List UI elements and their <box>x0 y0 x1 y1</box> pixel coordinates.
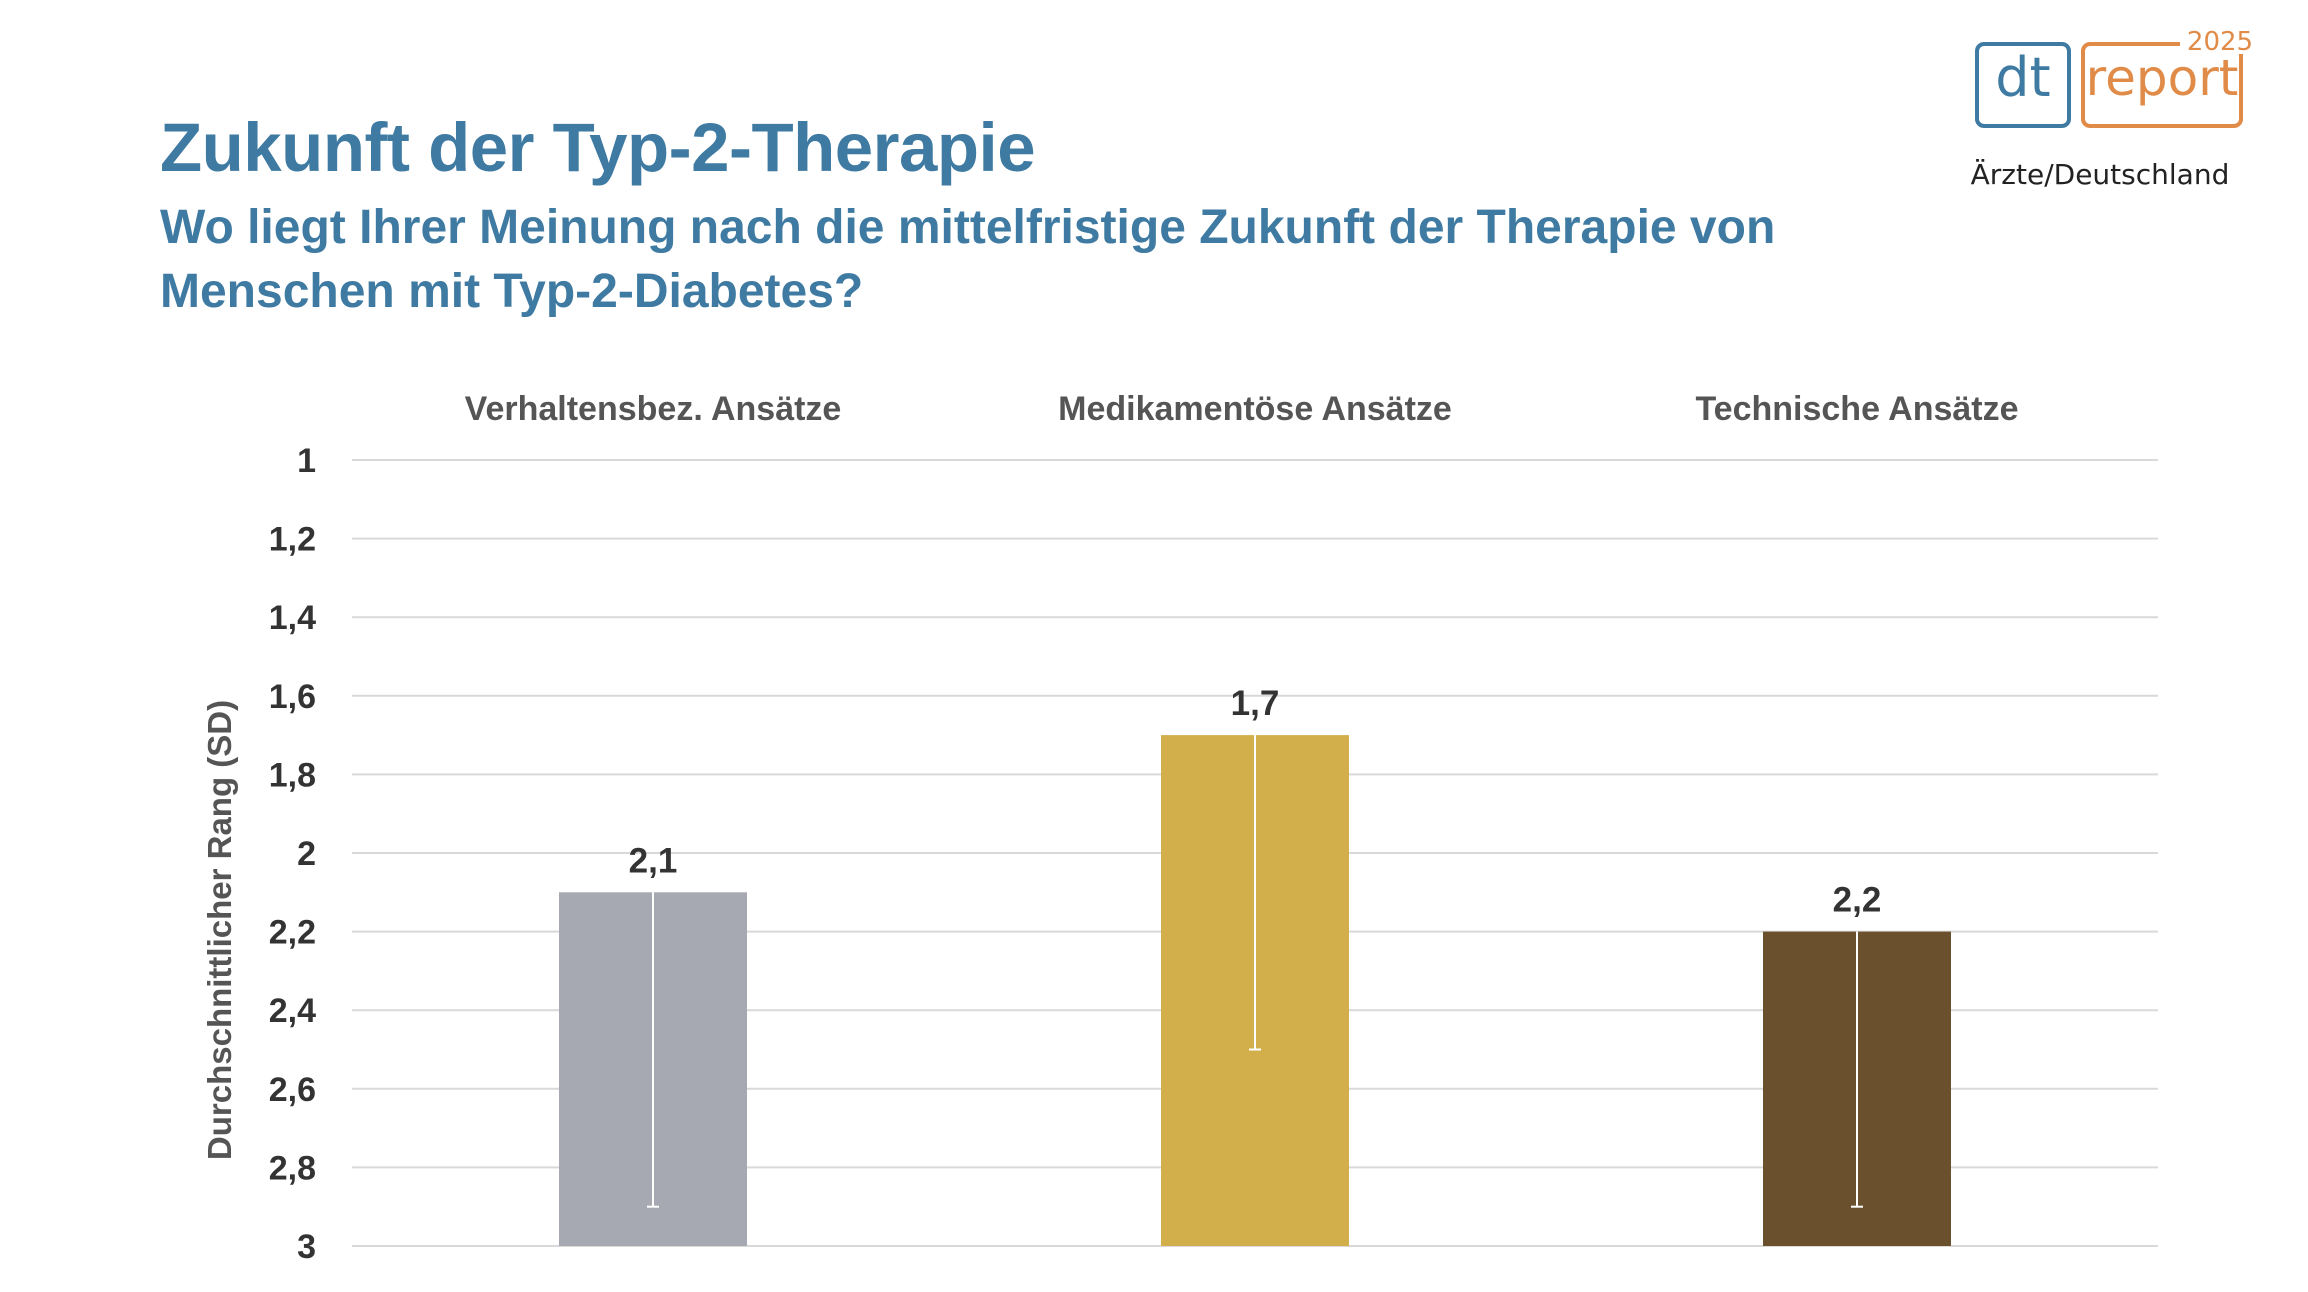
y-tick-label: 1,8 <box>269 756 316 794</box>
y-tick-label: 2,6 <box>269 1071 316 1109</box>
y-axis-label: Durchschnittlicher Rang (SD) <box>201 700 238 1160</box>
category-label: Technische Ansätze <box>1695 390 2018 428</box>
logo-dt-text: dt <box>1995 46 2051 109</box>
logo-year: 2025 <box>2180 29 2260 55</box>
y-tick-label: 2,4 <box>269 992 316 1030</box>
category-label: Medikamentöse Ansätze <box>1058 390 1452 428</box>
y-tick-label: 1,6 <box>269 678 316 716</box>
data-label: 1,7 <box>1231 684 1280 723</box>
dt-report-logo: dt report 2025 Ärzte/Deutschland <box>1971 29 2285 200</box>
y-tick-label: 1,4 <box>269 599 316 637</box>
data-label: 2,2 <box>1833 881 1882 920</box>
page-title: Zukunft der Typ-2-Therapie <box>160 109 1036 186</box>
y-tick-label: 2,2 <box>269 914 316 952</box>
logo-dt-box <box>1975 42 2071 128</box>
logo-report-box <box>2081 42 2243 128</box>
y-tick-label: 2,8 <box>269 1149 316 1187</box>
category-label: Verhaltensbez. Ansätze <box>465 390 842 428</box>
y-tick-label: 1,2 <box>269 521 316 559</box>
page-subtitle: Wo liegt Ihrer Meinung nach die mittelfr… <box>160 201 1776 318</box>
logo-report-text: report <box>2085 49 2239 107</box>
logo-country: Ärzte/Deutschland <box>1970 158 2230 191</box>
y-tick-label: 1 <box>297 442 316 480</box>
y-tick-label: 3 <box>297 1228 316 1266</box>
data-label: 2,1 <box>629 841 678 880</box>
y-tick-label: 2 <box>297 835 316 873</box>
